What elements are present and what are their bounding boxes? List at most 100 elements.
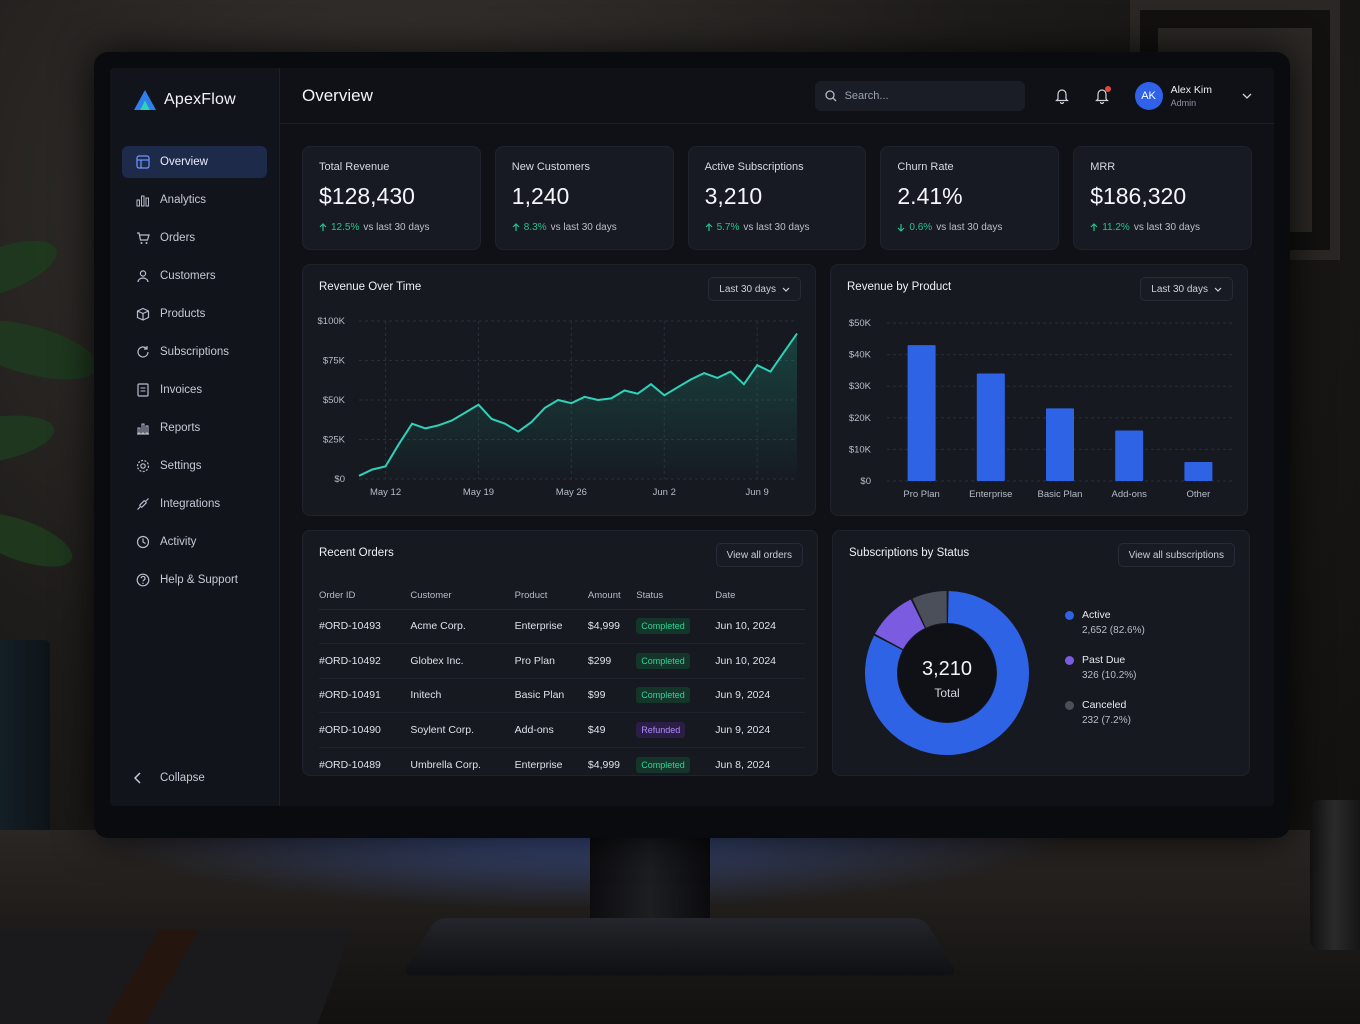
table-row[interactable]: #ORD-10489 Umbrella Corp. Enterprise $4,…	[319, 747, 805, 782]
kpi-delta: 8.3% vs last 30 days	[512, 222, 657, 233]
table-row[interactable]: #ORD-10491 Initech Basic Plan $99 Comple…	[319, 678, 805, 713]
status-badge: Refunded	[636, 721, 686, 738]
status-badge: Completed	[636, 756, 690, 773]
range-dropdown[interactable]: Last 30 days	[708, 277, 801, 301]
collapse-label: Collapse	[160, 772, 205, 784]
order-customer: Umbrella Corp.	[410, 758, 481, 771]
panel-title: Recent Orders	[319, 547, 394, 559]
x-tick-label: Add-ons	[1112, 489, 1148, 500]
arrow-up-icon	[319, 223, 327, 231]
search-box[interactable]	[814, 80, 1025, 111]
gear-icon	[136, 459, 150, 473]
legend-item: Active 2,652 (82.6%)	[1065, 609, 1145, 636]
order-product: Add-ons	[514, 712, 588, 748]
arrow-down-icon	[897, 224, 905, 232]
kpi-card: MRR $186,320 11.2% vs last 30 days	[1073, 146, 1252, 250]
sidebar-item-activity[interactable]: Activity	[122, 526, 267, 558]
kpi-delta-value: 5.7%	[716, 222, 740, 233]
order-customer: Soylent Corp.	[410, 712, 515, 748]
y-tick-label: $50K	[849, 318, 872, 329]
order-id: #ORD-10493	[319, 609, 411, 644]
kpi-value: 2.41%	[897, 183, 963, 209]
kpi-delta-value: 8.3%	[523, 222, 547, 233]
brand[interactable]: ApexFlow	[110, 84, 279, 116]
sidebar-item-analytics[interactable]: Analytics	[122, 184, 267, 216]
search-input[interactable]	[844, 89, 1005, 102]
sidebar-item-integrations[interactable]: Integrations	[122, 488, 267, 520]
monitor-stand-base	[401, 918, 959, 976]
y-tick-label: $40K	[849, 350, 872, 361]
legend-name: Active	[1082, 609, 1111, 621]
sidebar-item-subscriptions[interactable]: Subscriptions	[122, 336, 267, 368]
arrow-up-icon	[705, 223, 713, 231]
bar	[976, 373, 1005, 481]
main-area: Overview AK Alex Kim Admin	[280, 68, 1274, 806]
revenue-area	[359, 333, 797, 479]
sidebar-item-invoices[interactable]: Invoices	[122, 374, 267, 406]
kpi-delta-suffix: vs last 30 days	[550, 222, 617, 233]
range-dropdown[interactable]: Last 30 days	[1140, 277, 1233, 301]
sidebar-item-overview[interactable]: Overview	[122, 146, 267, 178]
table-row[interactable]: #ORD-10493 Acme Corp. Enterprise $4,999 …	[319, 609, 805, 644]
legend-item: Past Due 326 (10.2%)	[1065, 654, 1145, 681]
chevron-down-icon	[1214, 287, 1222, 292]
sidebar-item-reports[interactable]: Reports	[122, 412, 267, 444]
user-menu[interactable]: AK Alex Kim Admin	[1134, 81, 1252, 110]
collapse-button[interactable]: Collapse	[134, 772, 205, 784]
overview-icon	[136, 155, 150, 169]
kpi-delta-value: 11.2%	[1102, 222, 1130, 233]
activity-icon	[136, 535, 150, 549]
apexflow-logo-icon	[134, 90, 156, 110]
legend-item: Canceled 232 (7.2%)	[1065, 699, 1145, 726]
bar	[1115, 430, 1144, 481]
order-date: Jun 10, 2024	[715, 609, 805, 644]
sidebar-item-label: Reports	[160, 422, 201, 434]
kpi-value: $128,430	[319, 183, 415, 209]
avatar: AK	[1134, 81, 1163, 110]
dashboard-screen: ApexFlow Overview Analytics Orders Custo…	[110, 68, 1274, 806]
recent-orders-panel: Recent Orders View all orders Order ID Cu…	[302, 530, 818, 776]
table-row[interactable]: #ORD-10492 Globex Inc. Pro Plan $299 Com…	[319, 643, 805, 679]
sidebar-item-customers[interactable]: Customers	[122, 260, 267, 292]
arrow-up-icon	[512, 223, 520, 231]
column-header: Product	[514, 583, 588, 610]
sidebar-item-label: Customers	[160, 270, 216, 282]
view-all-subscriptions-button[interactable]: View all subscriptions	[1117, 543, 1235, 567]
search-icon	[824, 89, 837, 101]
brand-name: ApexFlow	[164, 91, 236, 108]
sidebar-item-label: Products	[160, 308, 206, 320]
alerts-button[interactable]	[1087, 81, 1117, 111]
reports-icon	[136, 421, 150, 435]
analytics-icon	[136, 193, 150, 207]
kpi-value: 1,240	[511, 183, 570, 209]
sidebar-item-products[interactable]: Products	[122, 298, 267, 330]
order-amount: $4,999	[587, 758, 621, 771]
donut-segment	[912, 591, 948, 628]
order-customer: Acme Corp.	[410, 609, 515, 644]
notification-dot	[1104, 85, 1111, 92]
sidebar-item-label: Subscriptions	[160, 346, 230, 358]
sidebar-nav: Overview Analytics Orders Customers Prod…	[110, 146, 279, 596]
monitor-stand	[590, 820, 710, 930]
column-header: Order ID	[319, 583, 411, 610]
view-all-orders-label: View all orders	[726, 549, 792, 561]
kpi-delta-value: 0.6%	[909, 222, 933, 233]
bar	[907, 345, 936, 481]
sidebar-item-settings[interactable]: Settings	[122, 450, 267, 482]
view-all-orders-button[interactable]: View all orders	[715, 543, 803, 567]
order-id: #ORD-10489	[319, 758, 381, 771]
mug	[1310, 800, 1360, 950]
subscriptions-donut-chart: 3,210 Total	[865, 591, 1029, 755]
order-product: Enterprise	[514, 609, 588, 644]
sidebar-item-help-support[interactable]: Help & Support	[122, 564, 267, 596]
donut-center-value: 3,210	[922, 658, 972, 680]
legend-name: Past Due	[1082, 654, 1126, 666]
panel-title: Revenue by Product	[847, 281, 952, 293]
sidebar-item-orders[interactable]: Orders	[122, 222, 267, 254]
sidebar-item-label: Analytics	[160, 194, 207, 206]
y-tick-label: $30K	[849, 381, 872, 392]
user-role: Admin	[1170, 97, 1197, 108]
notifications-button[interactable]	[1047, 81, 1077, 111]
sidebar-item-label: Activity	[160, 536, 197, 548]
table-row[interactable]: #ORD-10490 Soylent Corp. Add-ons $49 Ref…	[319, 712, 805, 748]
